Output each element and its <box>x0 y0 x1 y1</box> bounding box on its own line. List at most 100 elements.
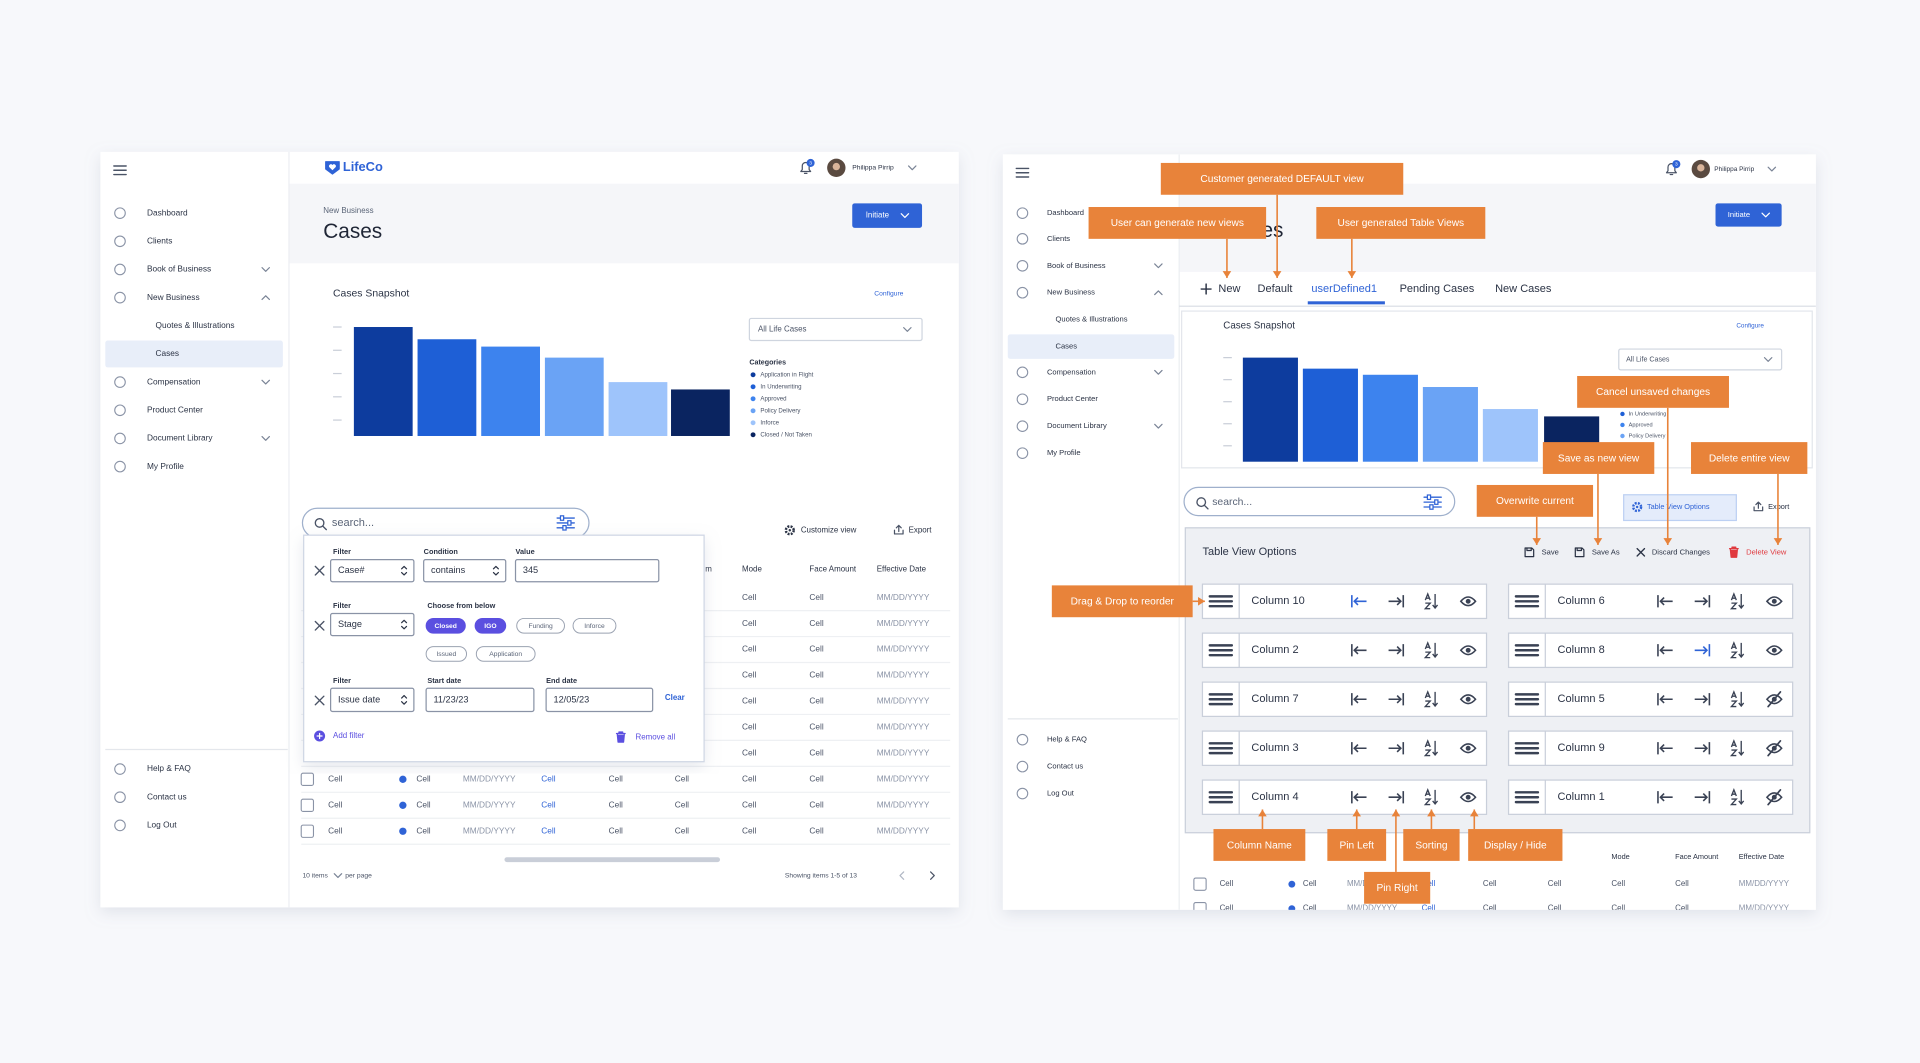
sort-icon[interactable] <box>1423 739 1439 757</box>
column-row-bg[interactable] <box>1201 730 1488 766</box>
panel-action[interactable]: Save As <box>1592 547 1620 556</box>
sort-icon[interactable] <box>1729 690 1745 708</box>
chip[interactable] <box>516 617 565 634</box>
pin-left-icon[interactable] <box>1351 693 1367 706</box>
nav-item[interactable]: New Business <box>1047 288 1095 297</box>
checkbox[interactable] <box>1193 901 1207 915</box>
nav-item[interactable]: My Profile <box>147 461 184 471</box>
view-tab[interactable]: New Cases <box>1495 283 1552 295</box>
filter-field[interactable] <box>514 559 660 583</box>
chip[interactable] <box>572 617 617 634</box>
dropdown[interactable] <box>1618 348 1783 371</box>
footer-nav-item[interactable]: Help & FAQ <box>147 763 191 773</box>
column-row-bg[interactable] <box>1201 583 1488 620</box>
pin-right-icon[interactable] <box>1694 742 1711 755</box>
pin-left-icon[interactable] <box>1351 595 1367 608</box>
column-row-bg[interactable] <box>1201 779 1488 815</box>
sort-icon[interactable] <box>1729 592 1745 610</box>
pin-right-icon[interactable] <box>1388 742 1405 755</box>
pin-left-icon[interactable] <box>1657 693 1673 706</box>
chip[interactable] <box>425 617 466 634</box>
initiate-button[interactable] <box>852 203 923 228</box>
chip[interactable] <box>474 617 507 634</box>
search-box[interactable] <box>1183 486 1456 517</box>
visibility-icon[interactable] <box>1459 743 1477 754</box>
pin-right-icon[interactable] <box>1694 693 1711 706</box>
sort-icon[interactable] <box>1729 739 1745 757</box>
pin-right-icon[interactable] <box>1388 791 1405 804</box>
sort-icon[interactable] <box>1423 690 1439 708</box>
visibility-icon[interactable] <box>1765 596 1783 607</box>
column-row-bg[interactable] <box>1507 681 1794 718</box>
link[interactable]: Configure <box>874 291 903 298</box>
column-row-bg[interactable] <box>1201 632 1488 669</box>
sort-icon[interactable] <box>1423 788 1439 806</box>
checkbox[interactable] <box>300 772 315 787</box>
visibility-icon[interactable] <box>1459 596 1477 607</box>
footer-nav-item[interactable]: Contact us <box>1047 762 1083 771</box>
visibility-icon[interactable] <box>1459 645 1477 656</box>
pin-right-icon[interactable] <box>1694 644 1711 657</box>
clear-link[interactable]: Clear <box>665 693 685 702</box>
column-row-bg[interactable] <box>1507 632 1794 669</box>
filter-field[interactable] <box>330 687 415 713</box>
footer-nav-item[interactable]: Log Out <box>1047 789 1075 798</box>
sort-icon[interactable] <box>1423 641 1439 659</box>
column-row-bg[interactable] <box>1507 779 1794 815</box>
pin-left-icon[interactable] <box>1657 791 1673 804</box>
filter-field[interactable] <box>423 559 507 583</box>
chip[interactable] <box>425 646 468 662</box>
pin-right-icon[interactable] <box>1388 644 1405 657</box>
column-row-bg[interactable] <box>1507 583 1794 620</box>
visibility-icon[interactable] <box>1459 694 1477 705</box>
pin-right-icon[interactable] <box>1388 595 1405 608</box>
pin-left-icon[interactable] <box>1657 595 1673 608</box>
view-tab[interactable]: New <box>1218 283 1240 295</box>
nav-item[interactable]: My Profile <box>1047 448 1081 457</box>
nav-item[interactable]: Book of Business <box>147 264 211 274</box>
nav-item[interactable]: Compensation <box>147 376 201 386</box>
pin-left-icon[interactable] <box>1657 742 1673 755</box>
pin-right-icon[interactable] <box>1388 693 1405 706</box>
checkbox[interactable] <box>300 824 315 838</box>
nav-item[interactable]: Document Library <box>1047 421 1107 430</box>
pin-left-icon[interactable] <box>1351 742 1367 755</box>
panel-action[interactable]: Discard Changes <box>1652 547 1710 556</box>
column-row-bg[interactable] <box>1507 730 1794 766</box>
visibility-icon[interactable] <box>1459 792 1477 803</box>
pin-right-icon[interactable] <box>1694 595 1711 608</box>
column-row-bg[interactable] <box>1201 681 1488 718</box>
footer-nav-item[interactable]: Log Out <box>147 820 177 830</box>
nav-item[interactable]: Product Center <box>147 404 203 414</box>
add-filter[interactable]: Add filter <box>333 731 365 740</box>
link[interactable]: Configure <box>1736 322 1764 329</box>
nav-item[interactable]: Clients <box>1047 234 1070 243</box>
nav-item[interactable]: Quotes & Illustrations <box>1056 315 1128 324</box>
filter-field[interactable] <box>425 687 535 713</box>
sort-icon[interactable] <box>1729 788 1745 806</box>
filter-field[interactable] <box>330 612 415 637</box>
nav-item[interactable]: Dashboard <box>147 207 188 217</box>
view-tab[interactable]: Pending Cases <box>1400 283 1475 295</box>
view-tab[interactable]: Default <box>1258 283 1293 295</box>
export[interactable]: Export <box>909 525 933 534</box>
sort-icon[interactable] <box>1423 592 1439 610</box>
filter-field[interactable] <box>330 559 415 583</box>
pin-right-icon[interactable] <box>1694 791 1711 804</box>
remove-all[interactable]: Remove all <box>636 732 676 741</box>
nav-item[interactable]: Cases <box>156 348 180 358</box>
view-tab[interactable]: userDefined1 <box>1311 283 1377 295</box>
panel-action[interactable]: Save <box>1542 547 1559 556</box>
nav-item[interactable]: Clients <box>147 235 172 245</box>
nav-item[interactable]: New Business <box>147 292 200 302</box>
nav-item[interactable]: Book of Business <box>1047 261 1106 270</box>
sort-icon[interactable] <box>1729 641 1745 659</box>
initiate-button[interactable] <box>1715 203 1782 227</box>
page-size[interactable]: 10 items <box>302 872 328 879</box>
footer-nav-item[interactable]: Help & FAQ <box>1047 735 1087 744</box>
table-view-options-button[interactable] <box>1623 494 1737 522</box>
nav-item[interactable]: Document Library <box>147 433 213 443</box>
checkbox[interactable] <box>1193 877 1207 891</box>
panel-action[interactable]: Delete View <box>1746 547 1787 556</box>
export[interactable]: Export <box>1768 502 1789 511</box>
